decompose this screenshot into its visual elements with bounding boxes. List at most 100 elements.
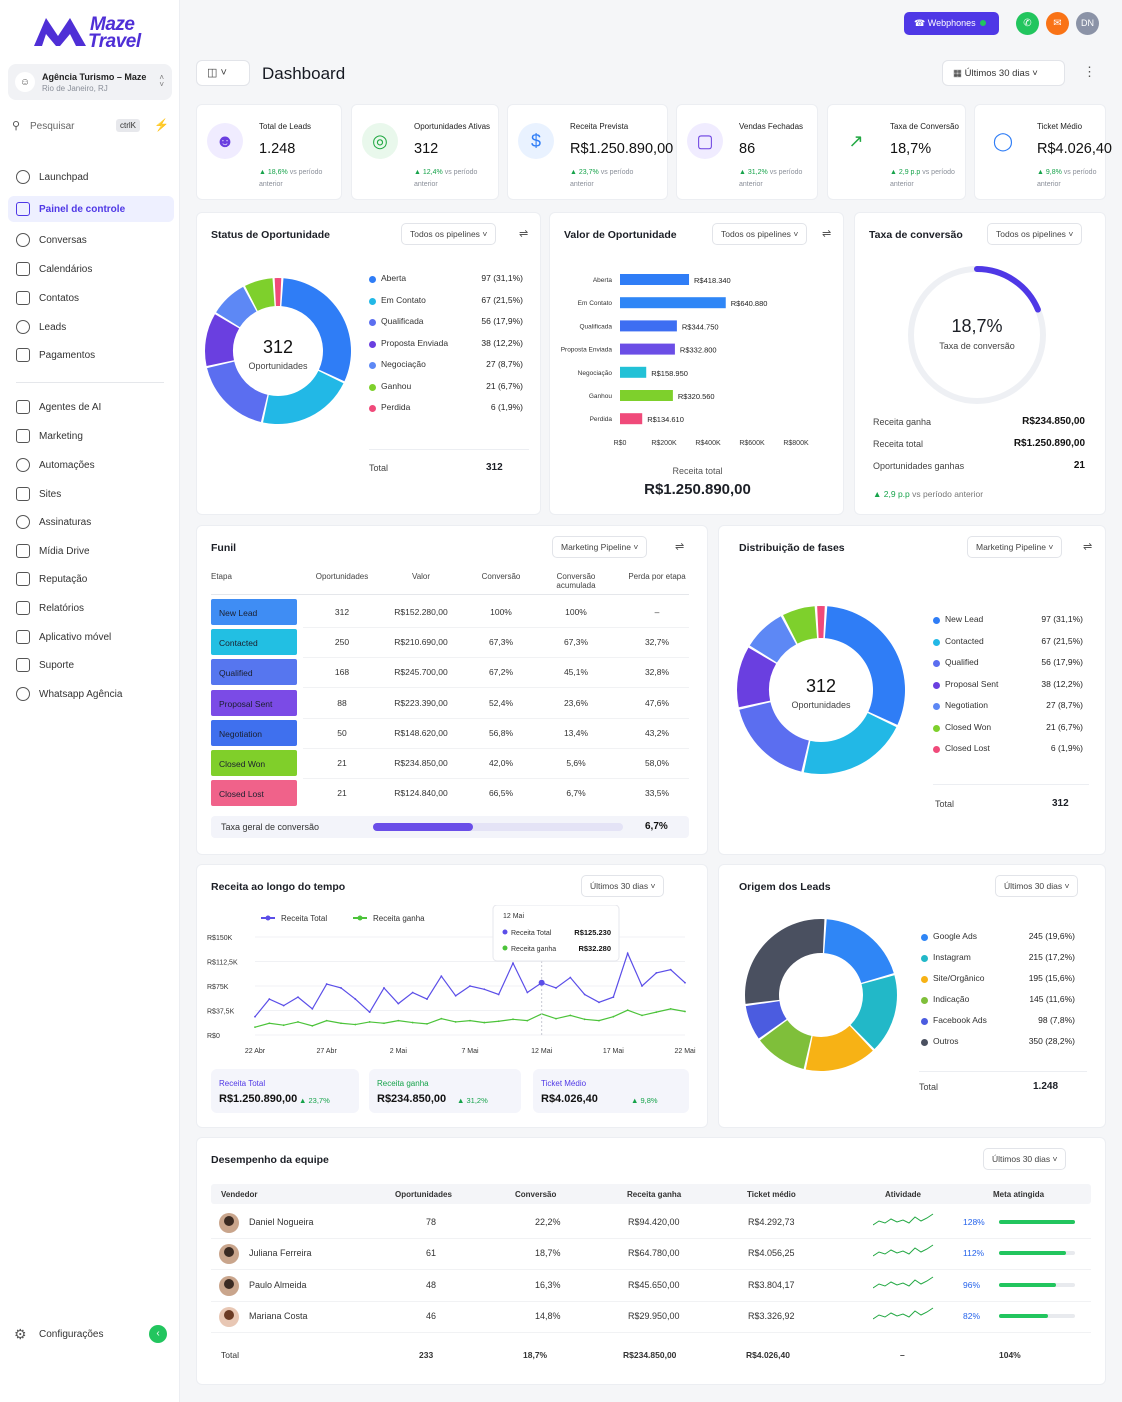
series-point[interactable] [254,1026,256,1029]
series-point[interactable] [684,981,686,984]
series-point[interactable] [569,1014,572,1017]
filter-icon[interactable]: ⇌ [519,228,529,240]
bar[interactable] [620,390,673,401]
notifications-button[interactable]: ✉ [1046,12,1069,35]
series-point[interactable] [555,1017,557,1020]
series-point[interactable] [483,988,486,991]
series-point[interactable] [411,1021,414,1024]
dist-slice-3[interactable] [737,647,777,708]
status-slice-3[interactable] [205,314,240,366]
filter-icon[interactable]: ⇌ [675,541,685,553]
series-point[interactable] [583,1018,586,1021]
series-point[interactable] [512,962,514,965]
series-point[interactable] [497,1020,500,1023]
series-point[interactable] [583,993,586,996]
series-point[interactable] [254,1015,256,1018]
series-point[interactable] [397,1002,400,1005]
nav-item-whatsapp[interactable]: Whatsapp Agência [8,681,174,707]
collapse-sidebar-icon[interactable]: ‹ [149,1325,167,1343]
dist-slice-4[interactable] [749,616,797,663]
origem-slice-0[interactable] [824,919,894,983]
dist-slice-0[interactable] [824,606,905,725]
series-point[interactable] [612,996,615,999]
nav-item-badge[interactable]: Assinaturas [8,509,174,535]
search-box[interactable]: ⚲ Pesquisar ctrlK ⚡ [8,114,172,138]
series-point[interactable] [641,1014,643,1017]
bar[interactable] [620,413,643,425]
series-point[interactable] [555,987,557,989]
more-options-icon[interactable]: ⋮ [1083,64,1096,79]
series-point[interactable] [268,998,271,1000]
series-point[interactable] [454,994,457,997]
origem-slice-1[interactable] [850,975,897,1049]
series-point[interactable] [598,1001,600,1004]
series-point[interactable] [411,991,414,994]
bar[interactable] [620,297,726,309]
series-point[interactable] [626,1009,629,1012]
status-slice-4[interactable] [216,286,257,328]
nav-item-truck[interactable]: Suporte [8,652,174,678]
series-point[interactable] [655,1011,658,1014]
bar[interactable] [620,343,675,355]
conversion-pipeline-select[interactable]: Todos os pipelines ˅ [987,223,1083,245]
distribution-pipeline-select[interactable]: Marketing Pipeline ˅ [967,536,1063,558]
series-point[interactable] [669,1007,672,1010]
nav-item-automation[interactable]: Automações [8,452,174,478]
team-range-select[interactable]: Últimos 30 dias ˅ [983,1148,1067,1170]
brand-logo[interactable]: Maze Travel [30,12,150,52]
series-point[interactable] [297,996,299,999]
series-point[interactable] [340,987,342,989]
funnel-stage[interactable]: Negotiation [211,719,297,746]
dist-slice-6[interactable] [817,606,825,639]
series-point[interactable] [526,991,529,994]
series-point[interactable] [340,1022,342,1025]
series-point[interactable] [383,1022,385,1025]
series-point[interactable] [297,1021,299,1023]
series-point[interactable] [383,987,385,989]
nav-item-send[interactable]: Marketing [8,423,174,449]
nav-item-calendar[interactable]: Calendários [8,256,174,282]
bar[interactable] [620,320,677,332]
dist-slice-5[interactable] [783,606,818,644]
series-point[interactable] [440,1017,443,1020]
series-point[interactable] [469,985,471,987]
origem-slice-2[interactable] [805,1025,873,1071]
series-point[interactable] [440,975,443,978]
series-point[interactable] [311,1007,314,1010]
series-point[interactable] [325,1019,328,1022]
series-point[interactable] [483,1021,486,1024]
series-point[interactable] [526,1019,529,1022]
series-point[interactable] [669,968,672,971]
series-point[interactable] [684,1010,686,1013]
date-range-select[interactable]: ▦ Últimos 30 dias ˅ [942,60,1065,86]
funnel-stage[interactable]: Closed Lost [211,780,297,807]
series-point[interactable] [368,1021,371,1023]
lead-source-range-select[interactable]: Últimos 30 dias ˅ [995,875,1079,897]
bolt-icon[interactable]: ⚡ [154,118,169,132]
origem-slice-4[interactable] [745,1001,787,1039]
series-point[interactable] [282,1004,285,1007]
series-point[interactable] [354,1023,357,1026]
filter-icon[interactable]: ⇌ [822,228,832,240]
nav-item-trend[interactable]: Relatórios [8,595,174,621]
series-point[interactable] [397,1019,400,1022]
dist-slice-2[interactable] [739,702,809,772]
series-point[interactable] [569,976,572,979]
series-point[interactable] [454,1021,457,1023]
funnel-stage[interactable]: Qualified [211,659,297,686]
funnel-stage[interactable]: Proposal Sent [211,689,297,716]
series-point[interactable] [282,1024,285,1027]
series-point[interactable] [325,983,328,985]
nav-item-leads[interactable]: Leads [8,314,174,340]
bar[interactable] [620,274,690,285]
series-point[interactable] [641,985,643,987]
user-avatar[interactable]: DN [1076,12,1099,35]
status-slice-0[interactable] [281,278,351,382]
series-point[interactable] [512,1018,514,1021]
nav-item-sites[interactable]: Sites [8,481,174,507]
valor-pipeline-select[interactable]: Todos os pipelines ˅ [712,223,808,245]
series-point[interactable] [311,1024,314,1027]
status-slice-5[interactable] [245,278,275,311]
status-slice-6[interactable] [274,278,282,307]
bar[interactable] [620,366,647,378]
